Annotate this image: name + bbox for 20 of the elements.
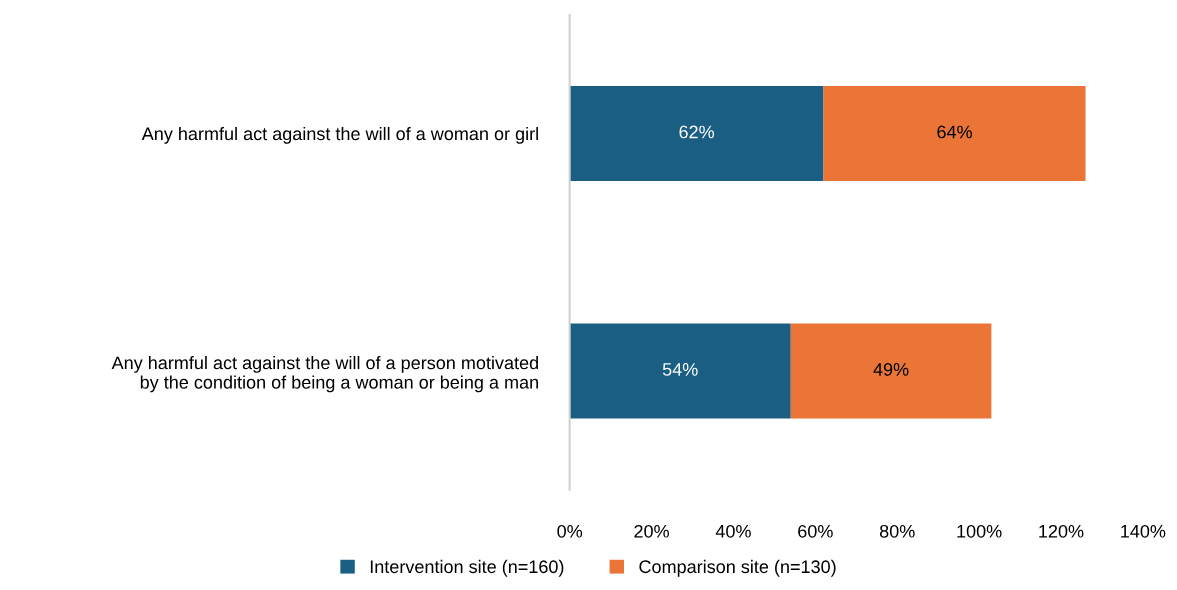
bar bbox=[823, 85, 1086, 181]
bar bbox=[569, 323, 791, 419]
data-label: 49% bbox=[873, 363, 909, 376]
x-tick-label: 140% bbox=[1121, 524, 1166, 538]
y-tick-label: Any harmful act against the will of a person motivated by the condition of being a woman or being a man bbox=[111, 356, 538, 393]
bar bbox=[569, 85, 824, 181]
data-label: 64% bbox=[937, 125, 972, 139]
legend-label: Comparison site (n=130) bbox=[639, 559, 836, 577]
x-tick-label: 120% bbox=[1039, 524, 1084, 538]
data-label: 54% bbox=[662, 363, 698, 376]
bar bbox=[790, 323, 992, 419]
x-tick-label: 20% bbox=[634, 524, 669, 538]
x-tick-label: 80% bbox=[879, 524, 915, 538]
legend-label: Intervention site (n=160) bbox=[370, 559, 564, 577]
x-tick-label: 100% bbox=[957, 524, 1002, 538]
x-tick-label: 40% bbox=[715, 524, 751, 538]
x-tick-label: 60% bbox=[798, 524, 833, 538]
y-tick-label: Any harmful act against the will of a woman or girl bbox=[141, 126, 538, 144]
x-tick-label: 0% bbox=[557, 524, 583, 538]
data-label: 62% bbox=[679, 125, 715, 139]
